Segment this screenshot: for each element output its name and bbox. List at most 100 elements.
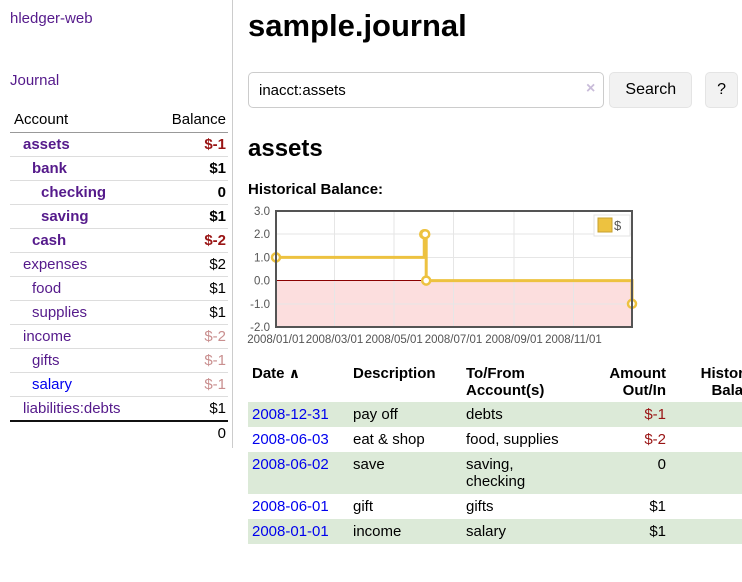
account-heading: assets [248, 135, 323, 162]
transaction-description: eat & shop [353, 431, 425, 448]
sidebar-account-link-bank[interactable]: bank [32, 160, 68, 177]
transaction-balance: $-1 [670, 402, 742, 427]
accounts-total-row: 0 [10, 420, 228, 445]
sidebar-account-link-income[interactable]: income [23, 328, 72, 345]
account-balance-value: $-2 [151, 228, 228, 253]
transaction-balance: $1 [670, 519, 742, 544]
account-row: cash $-2 [10, 228, 228, 253]
account-balance-value: $1 [151, 156, 228, 181]
sidebar-account-link-supplies[interactable]: supplies [32, 304, 88, 321]
chart-point-marker [419, 228, 431, 240]
register-row[interactable]: 2008-12-31 pay off debts $-1$-1 [248, 402, 742, 427]
sidebar-account-link-checking[interactable]: checking [41, 184, 107, 201]
sidebar-account-link-food[interactable]: food [32, 280, 62, 297]
account-row: supplies $1 [10, 300, 228, 325]
transaction-date-link[interactable]: 2008-12-31 [252, 406, 329, 423]
main-content: sample.journal × Search ? assets Histori… [247, 0, 742, 544]
sidebar-account-link-saving[interactable]: saving [41, 208, 89, 225]
transaction-amount: 0 [657, 456, 666, 473]
clear-search-icon[interactable]: × [586, 80, 596, 97]
transaction-amount: $1 [649, 498, 666, 515]
sort-ascending-icon: ∧ [288, 365, 301, 381]
account-balance-value: $-1 [204, 136, 226, 153]
chart-border [275, 210, 633, 328]
chart-x-tick-label: 2008/05/01 [365, 334, 423, 346]
transaction-date-link[interactable]: 2008-06-02 [252, 456, 329, 473]
transaction-balance: $2 [670, 452, 742, 494]
chart-x-tick-label: 2008/01/01 [247, 334, 305, 346]
sidebar-account-link-expenses[interactable]: expenses [23, 256, 88, 273]
chart-title: Historical Balance: [248, 181, 384, 198]
sidebar-account-link-liabilities-debts[interactable]: liabilities:debts [23, 400, 121, 417]
account-balance-value: $2 [151, 252, 228, 277]
search-button[interactable]: Search [609, 72, 693, 108]
brand-link[interactable]: hledger-web [10, 10, 93, 27]
transaction-accounts: food, supplies [466, 431, 559, 448]
register-row[interactable]: 2008-06-03 eat & shop food, supplies $-20 [248, 427, 742, 452]
sidebar-account-link-gifts[interactable]: gifts [32, 352, 60, 369]
account-balance-value: $1 [151, 276, 228, 301]
chart-y-tick-label: 1.0 [254, 252, 270, 264]
chart-x-tick-label: 2008/11/01 [545, 334, 602, 346]
account-balance-value: $1 [151, 300, 228, 325]
account-balance-value: $1 [151, 204, 228, 229]
chart-legend-swatch [597, 217, 613, 233]
account-row: expenses $2 [10, 252, 228, 277]
account-balance-value: $-2 [151, 324, 228, 349]
transaction-amount: $1 [649, 523, 666, 540]
account-row: saving $1 [10, 204, 228, 229]
sidebar: hledger-web Journal Account Balance asse… [0, 0, 233, 448]
register-row[interactable]: 2008-01-01 income salary $1$1 [248, 519, 742, 544]
account-balance-value: 0 [151, 180, 228, 205]
search-form: × Search ? [248, 72, 738, 108]
date-header-label: Date [252, 365, 285, 382]
register-header-row: Date ∧ Description To/From Account(s) Am… [248, 362, 742, 402]
transaction-date-link[interactable]: 2008-01-01 [252, 523, 329, 540]
sidebar-account-link-assets[interactable]: assets [23, 136, 70, 153]
account-balance-value: $-1 [151, 372, 228, 397]
transaction-amount: $-1 [644, 406, 666, 423]
account-row: checking 0 [10, 180, 228, 205]
transaction-balance: 0 [670, 427, 742, 452]
transaction-accounts: debts [466, 406, 503, 423]
account-row: gifts $-1 [10, 348, 228, 373]
transaction-accounts: salary [466, 523, 507, 540]
transaction-accounts: saving, checking [466, 456, 526, 490]
register-row[interactable]: 2008-06-02 save saving, checking 0$2 [248, 452, 742, 494]
search-input-wrapper: × [248, 72, 605, 108]
register-header-amount: Amount Out/In [609, 365, 666, 399]
sidebar-account-link-salary[interactable]: salary [32, 376, 73, 393]
register-header-date[interactable]: Date ∧ [248, 362, 349, 402]
help-button[interactable]: ? [705, 72, 738, 108]
account-row: liabilities:debts $1 [10, 396, 228, 422]
transaction-description: pay off [353, 406, 398, 423]
account-row: salary $-1 [10, 372, 228, 397]
account-row: bank $1 [10, 156, 228, 181]
accounts-header-balance: Balance [151, 108, 228, 133]
register-header-balance: Historical Balance [700, 365, 742, 399]
transaction-description: gift [353, 498, 374, 515]
sidebar-account-link-cash[interactable]: cash [32, 232, 67, 249]
sidebar-item-journal[interactable]: Journal [10, 72, 60, 89]
accounts-total-value: 0 [151, 420, 228, 445]
chart-x-tick-label: 2008/03/01 [306, 334, 364, 346]
transaction-description: save [353, 456, 385, 473]
account-row: assets $-1 [10, 133, 228, 157]
accounts-balance-table: Account Balance assets $-1 bank $1 checking 0… [10, 108, 228, 445]
search-input[interactable] [248, 72, 605, 108]
transaction-date-link[interactable]: 2008-06-03 [252, 431, 329, 448]
chart-y-tick-label: 0.0 [254, 276, 270, 288]
chart-y-tick-label: 3.0 [254, 206, 270, 218]
register-row[interactable]: 2008-06-01 gift gifts $1$2 [248, 494, 742, 519]
accounts-table-header-row: Account Balance [10, 108, 228, 133]
chart-y-tick-label: -2.0 [250, 322, 270, 334]
transaction-amount: $-2 [644, 431, 666, 448]
chart-y-tick-label: -1.0 [250, 299, 270, 311]
chart-legend-label: $ [614, 218, 622, 233]
account-row: food $1 [10, 276, 228, 301]
register-table: Date ∧ Description To/From Account(s) Am… [248, 362, 742, 544]
chart-x-tick-label: 2008/09/01 [485, 334, 543, 346]
transaction-date-link[interactable]: 2008-06-01 [252, 498, 329, 515]
